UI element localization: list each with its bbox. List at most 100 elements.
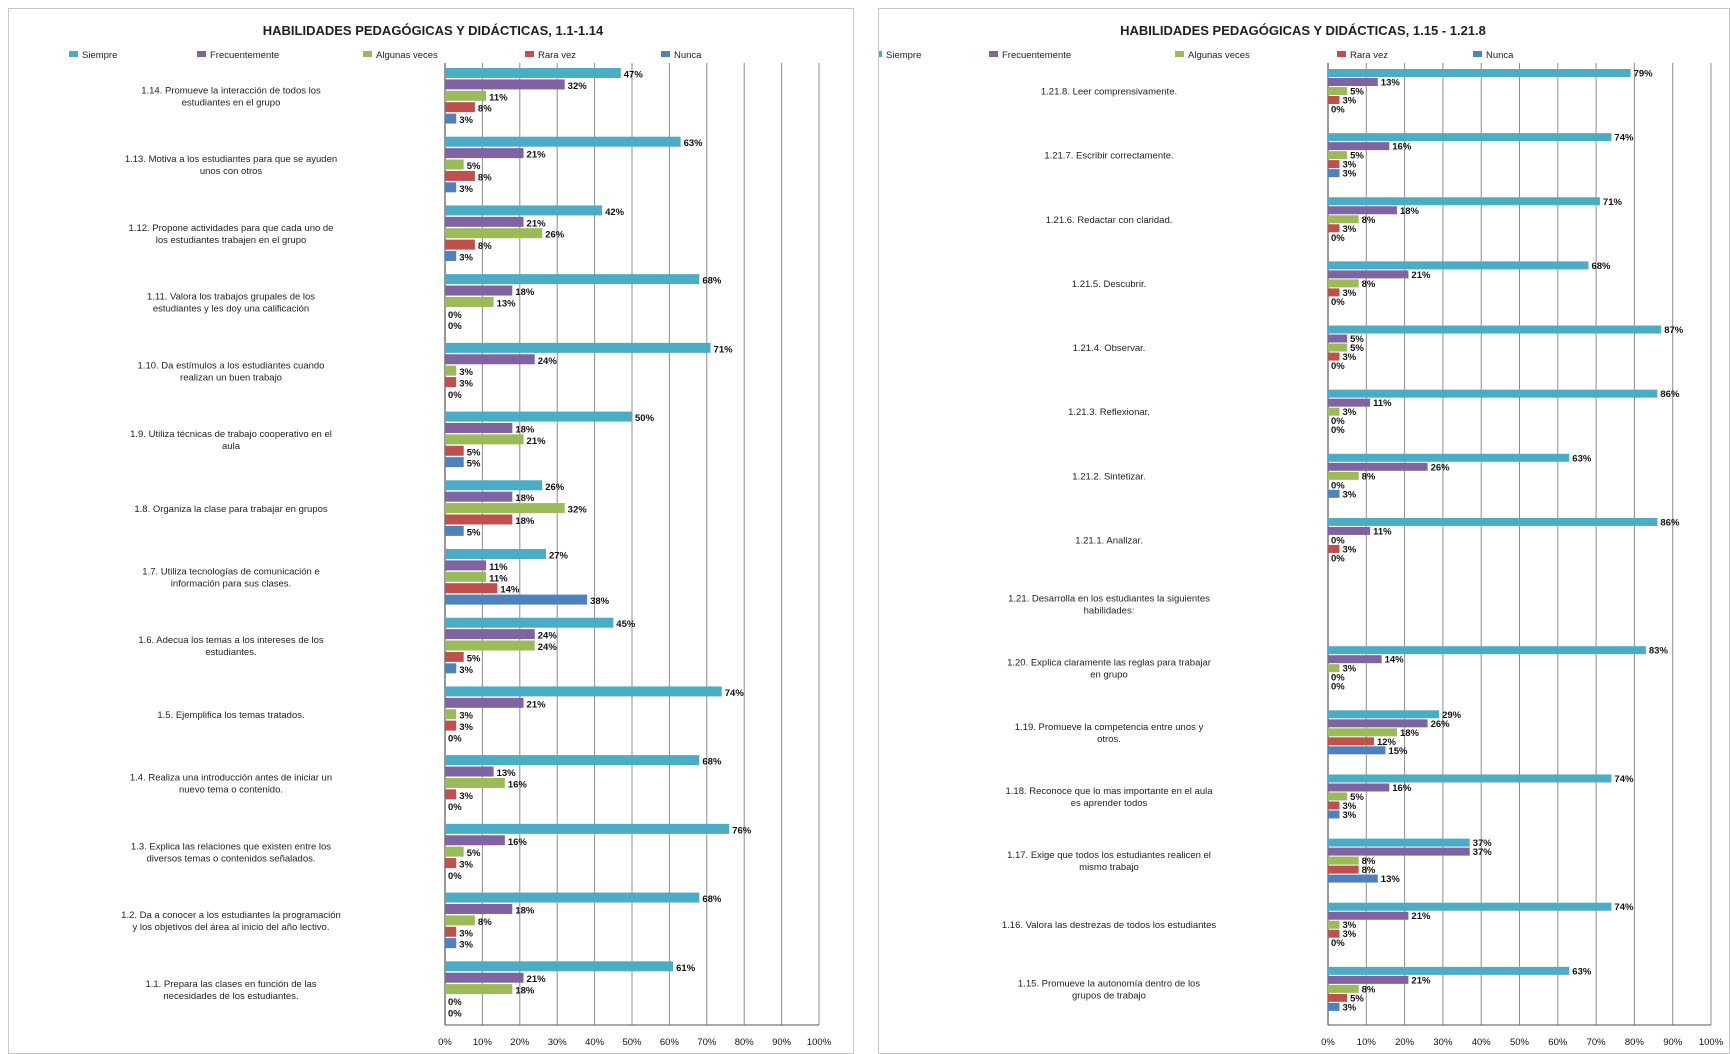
x-tick-label: 20% — [1395, 1037, 1415, 1048]
data-label: 15% — [1388, 746, 1408, 757]
x-tick-label: 90% — [1663, 1037, 1683, 1048]
legend-entry: Siempre — [82, 50, 117, 61]
bar-rara-vez — [445, 789, 457, 800]
bar-nunca — [1328, 810, 1340, 819]
bar-frecuentemente — [445, 491, 513, 502]
category-label: realizan un buen trabajo — [180, 372, 282, 383]
data-label: 27% — [549, 551, 569, 562]
bar-algunas-veces — [1328, 279, 1359, 288]
category-label: otros. — [1097, 734, 1121, 745]
category-label: 1.6. Adecua los temas a los intereses de… — [138, 635, 324, 646]
bar-algunas-veces — [445, 228, 543, 239]
data-label: 5% — [1350, 334, 1364, 345]
category-label: 1.11. Valora los trabajos grupales de lo… — [147, 292, 315, 303]
data-label: 50% — [635, 413, 655, 424]
data-label: 63% — [1572, 453, 1592, 464]
data-label: 3% — [459, 722, 473, 733]
category-label: 1.9. Utiliza técnicas de trabajo coopera… — [130, 429, 332, 440]
data-label: 5% — [1350, 792, 1364, 803]
data-label: 18% — [515, 986, 535, 997]
data-label: 0% — [448, 310, 462, 321]
bar-nunca — [1328, 746, 1386, 755]
bar-rara-vez — [1328, 352, 1340, 361]
legend-swatch — [1337, 51, 1346, 57]
legend-swatch — [363, 51, 372, 57]
category-label: diversos temas o contenidos señalados. — [147, 853, 316, 864]
bar-frecuentemente — [1328, 206, 1397, 215]
category-label: 1.18. Reconoce que lo mas importante en … — [1005, 786, 1213, 797]
data-label: 3% — [1342, 96, 1356, 107]
data-label: 18% — [515, 424, 535, 435]
x-tick-label: 10% — [1357, 1037, 1377, 1048]
data-label: 45% — [616, 619, 636, 630]
legend-entry: Algunas veces — [1188, 50, 1250, 61]
data-label: 63% — [1572, 966, 1592, 977]
data-label: 8% — [1362, 215, 1376, 226]
category-label: mismo trabajo — [1079, 862, 1139, 873]
bar-rara-vez — [445, 514, 513, 525]
category-label: 1.19. Promueve la competencia entre unos… — [1015, 722, 1204, 733]
bar-algunas-veces — [1328, 920, 1340, 929]
category-label: 1.5. Ejemplifica los temas tratados. — [157, 710, 304, 721]
chart-panel-right: HABILIDADES PEDAGÓGICAS Y DIDÁCTICAS, 1.… — [878, 8, 1730, 1054]
data-label: 3% — [1342, 407, 1356, 418]
data-label: 5% — [1350, 151, 1364, 162]
bar-nunca — [1328, 1002, 1340, 1011]
bar-frecuentemente — [1328, 719, 1428, 728]
data-label: 0% — [1331, 361, 1345, 372]
category-label: 1.21.3. Reflexionar. — [1068, 407, 1150, 418]
legend-swatch — [879, 51, 882, 57]
bar-algunas-veces — [445, 159, 464, 170]
data-label: 8% — [1362, 865, 1376, 876]
category-label: 1.10. Da estímulos a los estudiantes cua… — [138, 360, 325, 371]
bar-algunas-veces — [445, 846, 464, 857]
bar-frecuentemente — [445, 903, 513, 914]
bar-rara-vez — [445, 102, 475, 113]
category-label: 1.14. Promueve la interacción de todos l… — [141, 86, 321, 97]
x-tick-label: 80% — [1625, 1037, 1645, 1048]
x-tick-label: 60% — [660, 1037, 680, 1048]
bar-nunca — [1328, 874, 1378, 883]
bar-algunas-veces — [445, 365, 457, 376]
data-label: 0% — [448, 734, 462, 745]
data-label: 63% — [684, 138, 704, 149]
data-label: 74% — [1614, 902, 1634, 913]
bar-siempre — [1328, 453, 1570, 462]
bar-siempre — [445, 617, 614, 628]
data-label: 24% — [538, 356, 558, 367]
x-tick-label: 70% — [1587, 1037, 1607, 1048]
data-label: 18% — [515, 516, 535, 527]
bar-siempre — [1328, 966, 1570, 975]
data-label: 3% — [1342, 1002, 1356, 1013]
data-label: 68% — [702, 276, 722, 287]
bar-rara-vez — [1328, 544, 1340, 553]
bar-frecuentemente — [445, 560, 487, 571]
data-label: 3% — [459, 115, 473, 126]
data-label: 0% — [1331, 480, 1345, 491]
bar-algunas-veces — [445, 984, 513, 995]
data-label: 8% — [478, 917, 492, 928]
data-label: 71% — [1603, 197, 1623, 208]
bar-frecuentemente — [1328, 462, 1428, 471]
legend-entry: Siempre — [886, 50, 921, 61]
data-label: 8% — [478, 172, 492, 183]
data-label: 3% — [1342, 352, 1356, 363]
bar-algunas-veces — [1328, 664, 1340, 673]
category-label: grupos de trabajo — [1072, 990, 1146, 1001]
bar-frecuentemente — [445, 766, 494, 777]
legend-entry: Nunca — [674, 50, 702, 61]
category-label: 1.21.7. Escribir correctamente. — [1044, 151, 1173, 162]
category-label: 1.21.1. Analizar. — [1075, 535, 1143, 546]
data-label: 68% — [1591, 261, 1611, 272]
category-label: en grupo — [1090, 670, 1128, 681]
data-label: 0% — [448, 321, 462, 332]
category-label: información para sus clases. — [171, 579, 291, 590]
category-label: 1.3. Explica las relaciones que existen … — [131, 841, 331, 852]
data-label: 0% — [448, 1008, 462, 1019]
bar-frecuentemente — [445, 354, 535, 365]
bar-frecuentemente — [1328, 847, 1470, 856]
data-label: 3% — [459, 711, 473, 722]
data-label: 11% — [489, 573, 508, 584]
bar-siempre — [1328, 197, 1600, 206]
bar-algunas-veces — [1328, 151, 1348, 160]
